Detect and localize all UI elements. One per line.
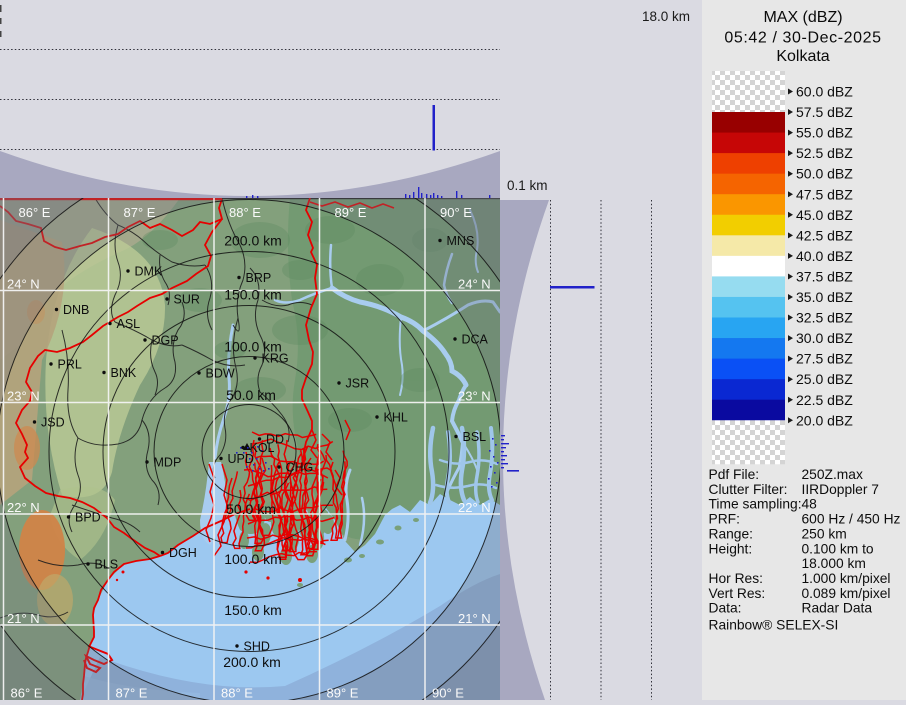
svg-text:57.5 dBZ: 57.5 dBZ [796,104,853,120]
svg-text:MNS: MNS [447,234,475,248]
svg-text:Data:: Data: [709,601,742,616]
svg-text:90° E: 90° E [440,205,472,220]
svg-text:IIRDoppler 7: IIRDoppler 7 [802,482,879,497]
svg-text:PRF:: PRF: [709,512,740,527]
svg-text:89° E: 89° E [327,686,359,701]
svg-text:Pdf File:: Pdf File: [709,467,760,482]
svg-text:48: 48 [802,497,818,512]
svg-text:21° N: 21° N [7,611,40,626]
svg-text:88° E: 88° E [229,205,261,220]
svg-text:18.000 km: 18.000 km [802,556,866,571]
svg-text:DNB: DNB [63,303,89,317]
svg-text:Height:: Height: [709,541,753,556]
svg-text:23° N: 23° N [458,389,491,404]
svg-text:250Z.max: 250Z.max [802,467,863,482]
svg-text:BPD: BPD [75,511,101,525]
svg-text:24° N: 24° N [458,277,491,292]
svg-text:35.0 dBZ: 35.0 dBZ [796,289,853,305]
svg-text:UPD: UPD [228,452,254,466]
svg-text:20.0 dBZ: 20.0 dBZ [796,412,853,428]
svg-text:0.1 km: 0.1 km [507,178,548,193]
svg-text:24° N: 24° N [7,277,40,292]
svg-text:150.0 km: 150.0 km [224,287,282,303]
svg-text:Radar Data: Radar Data [802,601,873,616]
svg-text:BNK: BNK [111,366,137,380]
svg-text:DGH: DGH [169,546,197,560]
svg-text:200.0 km: 200.0 km [224,233,282,249]
svg-text:52.5 dBZ: 52.5 dBZ [796,145,853,161]
svg-text:22° N: 22° N [458,500,491,515]
svg-text:86° E: 86° E [19,205,51,220]
svg-text:BLS: BLS [95,558,119,572]
svg-text:05:42 / 30-Dec-2025: 05:42 / 30-Dec-2025 [724,30,881,47]
svg-text:90° E: 90° E [432,686,464,701]
svg-text:Vert Res:: Vert Res: [709,586,766,601]
svg-text:Range:: Range: [709,526,754,541]
svg-text:SUR: SUR [174,293,200,307]
svg-text:Kolkata: Kolkata [776,48,829,65]
svg-text:BRP: BRP [246,271,272,285]
svg-text:DGP: DGP [152,334,179,348]
svg-text:87° E: 87° E [124,205,156,220]
svg-text:DCA: DCA [462,333,489,347]
svg-text:150.0 km: 150.0 km [224,602,282,618]
svg-text:23° N: 23° N [7,389,40,404]
svg-text:MDP: MDP [154,456,182,470]
svg-text:86° E: 86° E [11,686,43,701]
svg-text:MAX (dBZ): MAX (dBZ) [763,9,842,26]
svg-text:30.0 dBZ: 30.0 dBZ [796,330,853,346]
svg-text:ASL: ASL [117,317,141,331]
svg-text:22.5 dBZ: 22.5 dBZ [796,392,853,408]
svg-text:37.5 dBZ: 37.5 dBZ [796,268,853,284]
svg-text:27.5 dBZ: 27.5 dBZ [796,351,853,367]
svg-text:42.5 dBZ: 42.5 dBZ [796,227,853,243]
svg-text:50.0 km: 50.0 km [226,387,276,403]
svg-text:89° E: 89° E [335,205,367,220]
svg-text:50.0 dBZ: 50.0 dBZ [796,166,853,182]
svg-text:0.100 km to: 0.100 km to [802,541,874,556]
svg-text:250 km: 250 km [802,526,847,541]
svg-text:JSR: JSR [346,377,370,391]
svg-text:CHG: CHG [286,461,314,475]
svg-text:25.0 dBZ: 25.0 dBZ [796,371,853,387]
svg-text:DMK: DMK [135,265,163,279]
svg-text:PRL: PRL [58,358,82,372]
svg-text:600 Hz / 450 Hz: 600 Hz / 450 Hz [802,512,901,527]
svg-text:200.0 km: 200.0 km [223,654,281,670]
svg-text:JSD: JSD [41,416,65,430]
svg-text:22° N: 22° N [7,500,40,515]
svg-text:18.0 km: 18.0 km [642,9,690,24]
svg-text:55.0 dBZ: 55.0 dBZ [796,125,853,141]
svg-text:Time sampling:: Time sampling: [709,497,802,512]
svg-text:0.089 km/pixel: 0.089 km/pixel [802,586,891,601]
svg-text:47.5 dBZ: 47.5 dBZ [796,186,853,202]
svg-text:21° N: 21° N [458,611,491,626]
svg-text:Rainbow® SELEX-SI: Rainbow® SELEX-SI [709,618,839,633]
svg-text:1.000 km/pixel: 1.000 km/pixel [802,571,891,586]
svg-text:50.0 km: 50.0 km [226,501,276,517]
svg-text:88° E: 88° E [221,686,253,701]
svg-text:40.0 dBZ: 40.0 dBZ [796,248,853,264]
svg-text:BSL: BSL [463,430,487,444]
svg-text:KRG: KRG [262,352,289,366]
svg-text:KHL: KHL [384,411,408,425]
svg-text:60.0 dBZ: 60.0 dBZ [796,84,853,100]
svg-text:SHD: SHD [244,640,270,654]
svg-text:Clutter Filter:: Clutter Filter: [709,482,788,497]
svg-text:100.0 km: 100.0 km [224,339,282,355]
svg-text:45.0 dBZ: 45.0 dBZ [796,207,853,223]
svg-text:Hor Res:: Hor Res: [709,571,763,586]
svg-text:100.0 km: 100.0 km [224,551,282,567]
svg-text:32.5 dBZ: 32.5 dBZ [796,310,853,326]
svg-text:DD: DD [266,433,284,447]
svg-text:BDW: BDW [206,367,235,381]
svg-text:87° E: 87° E [116,686,148,701]
svg-text:KOL: KOL [250,441,275,455]
